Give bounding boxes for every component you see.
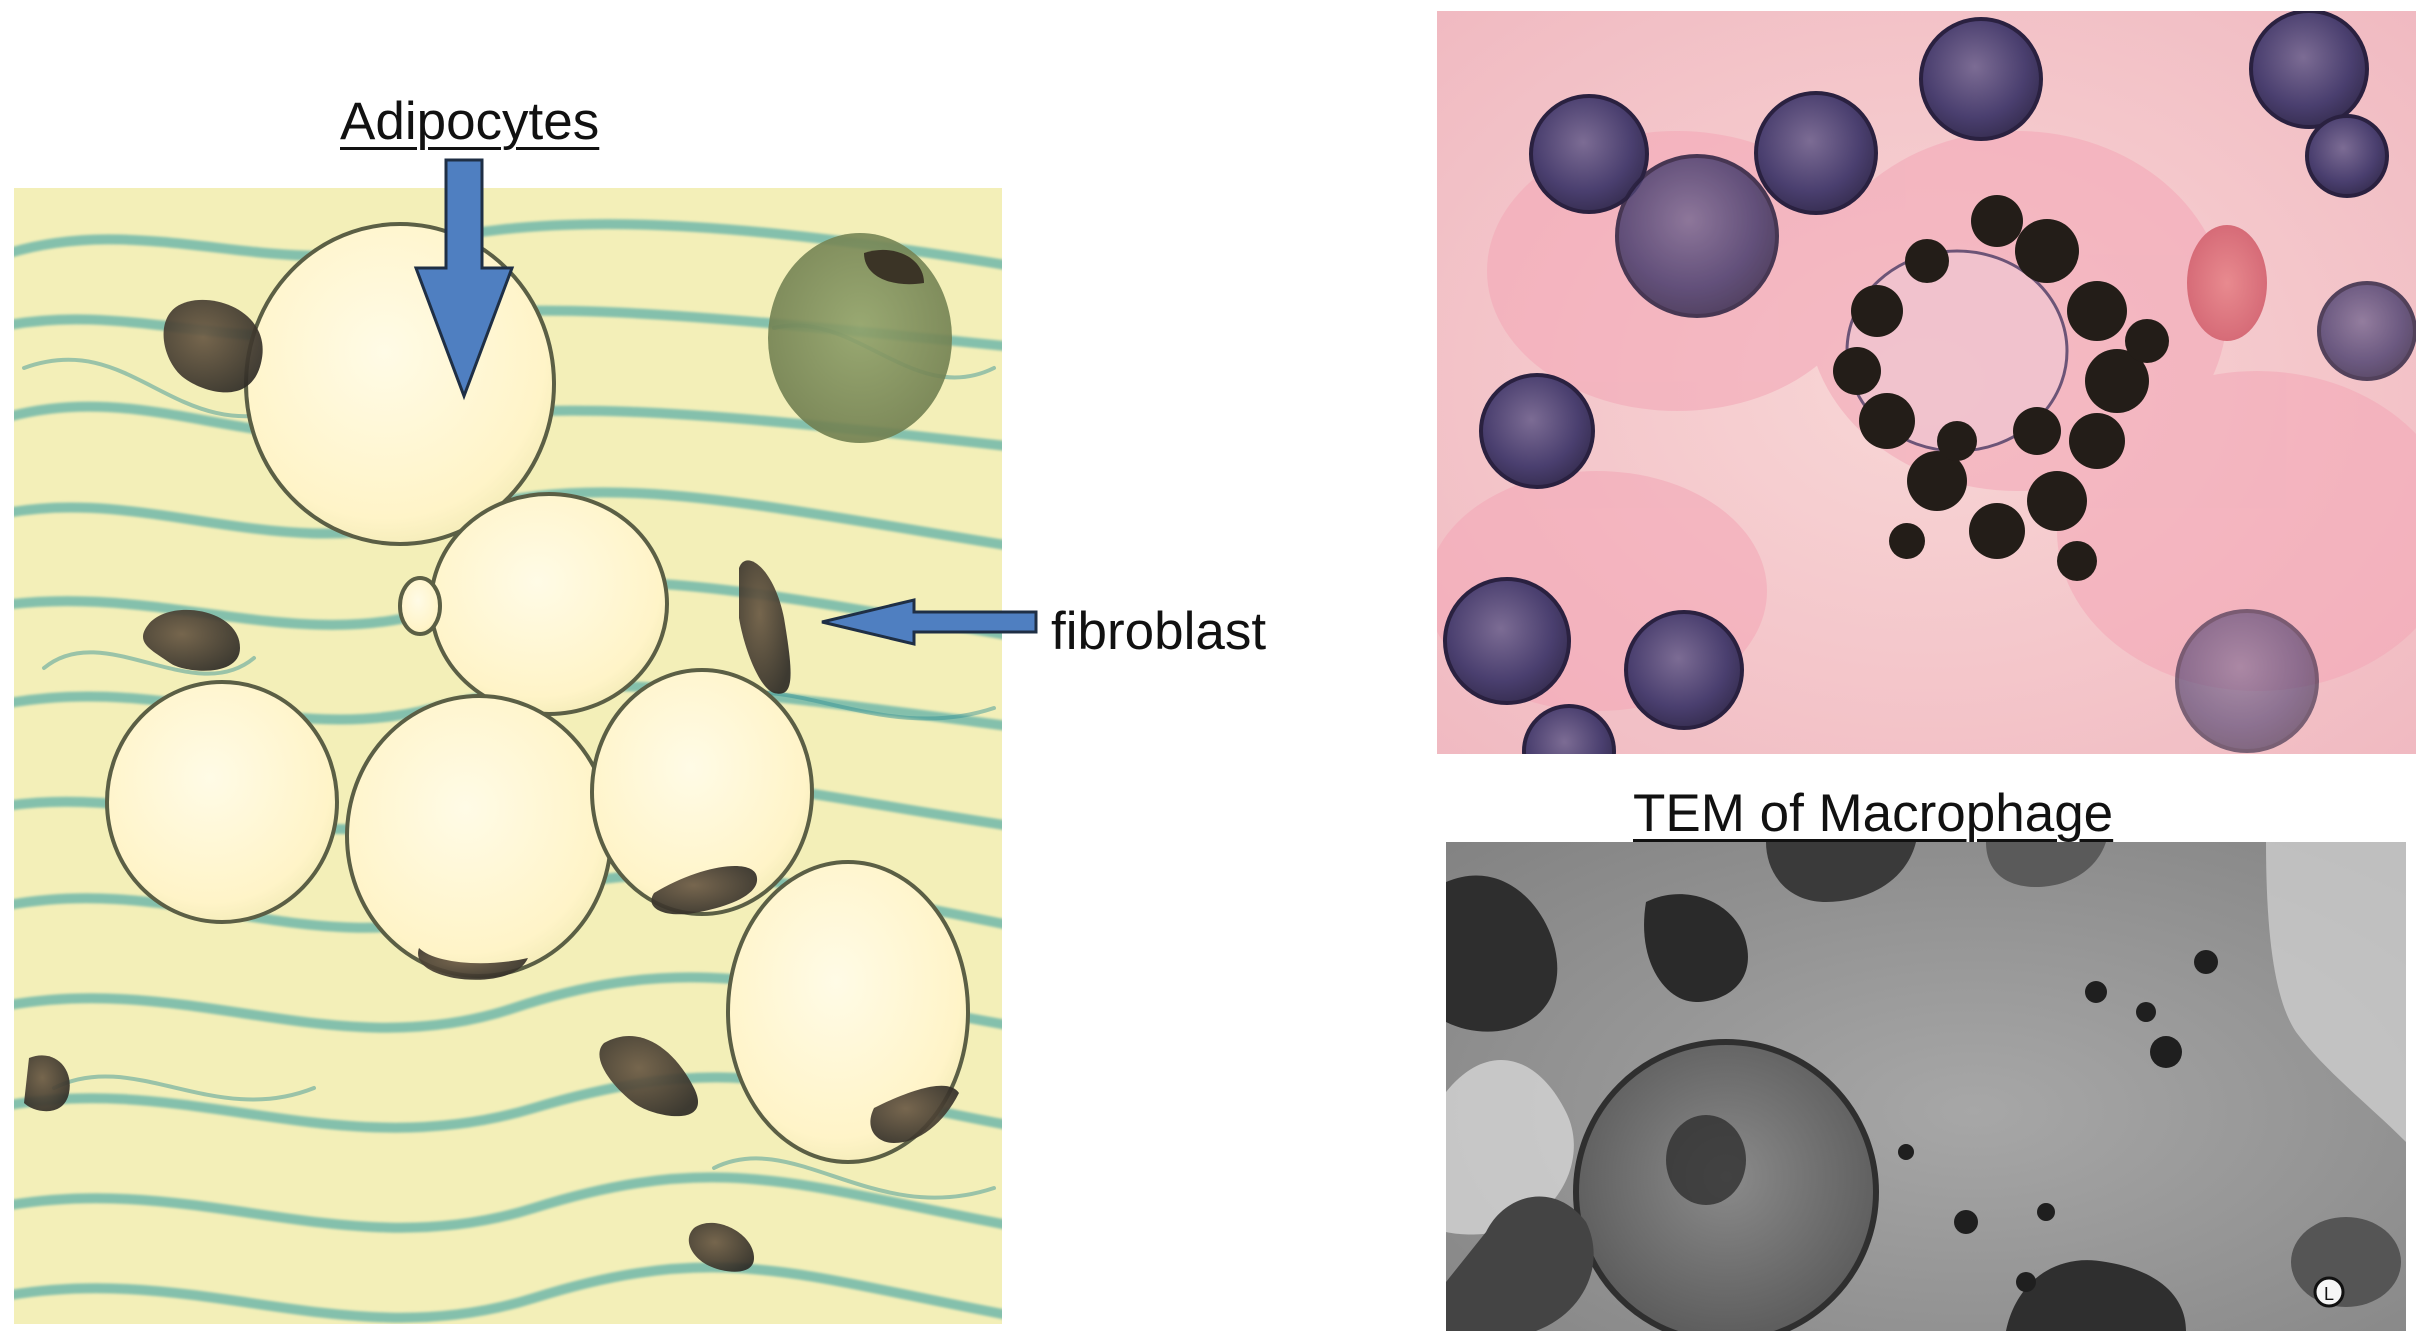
tem-marker-l-text: L	[2324, 1284, 2334, 1304]
tem-svg: L	[1446, 842, 2406, 1331]
tem-title: TEM of Macrophage	[1633, 784, 2114, 843]
fibroblast-label: fibroblast	[1051, 602, 1267, 661]
fibroblast-arrow	[821, 598, 1038, 646]
adipocyte	[105, 680, 339, 924]
adipocyte	[726, 860, 970, 1164]
adipocytes-label: Adipocytes	[340, 92, 600, 151]
macrophage-tem-micrograph: L	[1446, 842, 2406, 1331]
extracellular-space	[2266, 842, 2406, 1142]
he-svg	[1437, 11, 2416, 754]
adipocyte	[590, 668, 814, 916]
granular-cell	[768, 233, 952, 443]
extracellular-space	[1446, 1059, 1574, 1235]
adipocytes-arrow	[413, 158, 515, 401]
granular-cell-cap	[864, 249, 924, 285]
tem-marker-l	[2313, 1276, 2345, 1308]
adipocyte	[398, 576, 442, 636]
tem-granules	[1898, 950, 2218, 1292]
macrophage-he-micrograph	[1437, 11, 2416, 754]
cells	[1446, 842, 2401, 1331]
pigment-granules	[1833, 195, 2169, 581]
nuclei	[24, 299, 959, 1272]
adipocyte	[345, 694, 613, 978]
red-blood-cell	[2187, 225, 2267, 341]
nuclei	[1443, 11, 2416, 754]
adipocyte	[429, 492, 669, 716]
